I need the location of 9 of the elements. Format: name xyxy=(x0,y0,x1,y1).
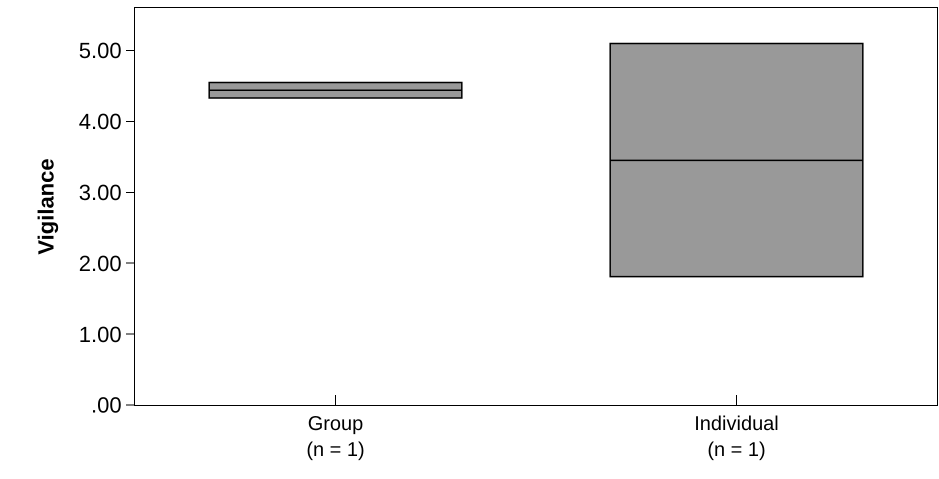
y-tick-label: 2.00 xyxy=(78,250,122,276)
y-tick-label: 4.00 xyxy=(78,109,122,134)
y-tick-label: 1.00 xyxy=(78,322,122,347)
y-axis-title: Vigilance xyxy=(34,158,59,255)
y-tick-label: 5.00 xyxy=(78,38,122,64)
y-tick-label: 3.00 xyxy=(78,180,122,206)
y-tick-label: .00 xyxy=(91,392,122,418)
x-tick-label: Individual (n = 1) xyxy=(694,413,779,461)
x-tick-label: Group (n = 1) xyxy=(306,413,365,461)
